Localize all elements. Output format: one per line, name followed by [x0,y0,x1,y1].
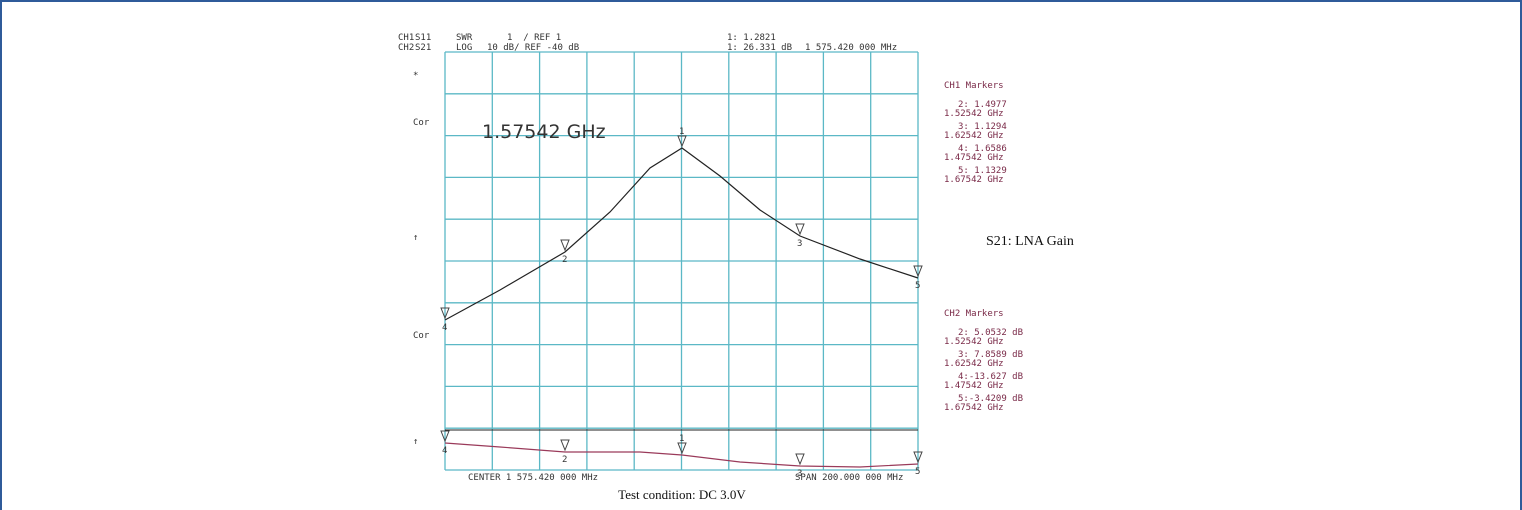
marker-number: 4 [442,446,447,456]
marker-freq: 1.47542 GHz [944,153,1004,163]
header-text: SWR [456,33,473,43]
side-label: ↑ [413,437,418,447]
marker-freq: 1.47542 GHz [944,381,1004,391]
marker-triangle [677,135,687,148]
marker-freq: 1.67542 GHz [944,403,1004,413]
marker-freq: 1.67542 GHz [944,175,1004,185]
caption: S21: LNA Gain [986,234,1074,249]
header-text: S21 [415,43,431,53]
marker-triangle [440,307,450,320]
marker-triangle [795,223,805,236]
header-text: 1 / REF 1 [507,33,561,43]
marker-freq: 1.62542 GHz [944,359,1004,369]
caption: Test condition: DC 3.0V [618,487,746,502]
marker-number: 2 [562,455,567,465]
header-text: CH1 [398,33,414,43]
marker-value: 4:-13.627 dB [958,372,1023,382]
header-text: 1: 1.2821 [727,33,776,43]
marker-triangle [913,265,923,278]
marker-number: 1 [679,434,684,444]
marker-title: CH2 Markers [944,309,1004,319]
marker-freq: 1.52542 GHz [944,337,1004,347]
marker-triangle [913,451,923,464]
marker-number: 1 [679,127,684,137]
marker-number: 3 [797,469,802,479]
marker-number: 3 [797,239,802,249]
marker-triangle [440,430,450,443]
grid [444,51,919,471]
side-label: Cor [413,118,430,128]
marker-value: 3: 7.8589 dB [958,350,1023,360]
header-text: 1 575.420 000 MHz [805,43,897,53]
frequency-label: 1.57542 GHz [482,121,606,143]
marker-number: 2 [562,255,567,265]
marker-freq: 1.62542 GHz [944,131,1004,141]
marker-number: 4 [442,323,447,333]
header-text: S11 [415,33,431,43]
marker-freq: 1.52542 GHz [944,109,1004,119]
span-label: SPAN 200.000 000 MHz [795,473,903,483]
ch2-trace [444,442,919,468]
side-label: * [413,71,418,81]
marker-title: CH1 Markers [944,81,1004,91]
marker-value: 5: 1.1329 [958,166,1007,176]
marker-triangle [795,453,805,466]
marker-number: 5 [915,281,920,291]
header-text: CH2 [398,43,414,53]
marker-value: 2: 1.4977 [958,100,1007,110]
side-label: Cor [413,331,430,341]
ch1-trace [444,147,919,321]
marker-triangle [560,439,570,452]
marker-value: 5:-3.4209 dB [958,394,1023,404]
center-label: CENTER 1 575.420 000 MHz [468,473,598,483]
header-text: LOG [456,43,472,53]
marker-value: 3: 1.1294 [958,122,1007,132]
marker-triangle [677,442,687,455]
marker-triangle [560,239,570,252]
header-text: 10 dB/ REF -40 dB [487,43,579,53]
marker-value: 2: 5.0532 dB [958,328,1023,338]
side-label: ↑ [413,233,418,243]
marker-number: 5 [915,467,920,477]
marker-value: 4: 1.6586 [958,144,1007,154]
header-text: 1: 26.331 dB [727,43,792,53]
